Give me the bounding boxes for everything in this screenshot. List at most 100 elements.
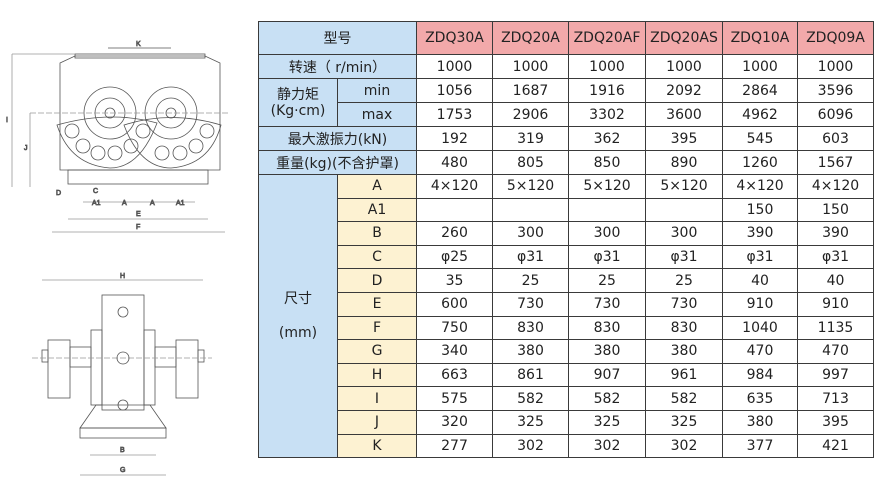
cell: 302: [492, 433, 569, 459]
dimension-label-line1: 尺寸: [284, 291, 312, 308]
force-label: 最大激振力(kN): [258, 126, 417, 151]
cell: 830: [568, 315, 646, 341]
dimension-key: H: [337, 362, 417, 388]
cell: 320: [416, 409, 493, 435]
cell: 545: [722, 126, 798, 151]
model-header: 型号: [258, 21, 417, 55]
cell: [416, 197, 493, 223]
cell: 997: [797, 362, 874, 388]
dimension-row: F 750 830 830 830 1040 1135: [259, 315, 874, 341]
cell: 1000: [492, 54, 569, 79]
cell: 302: [645, 433, 723, 459]
cell: 35: [416, 268, 493, 293]
cell: 3302: [568, 102, 646, 127]
cell: [645, 197, 723, 223]
cell: 1687: [492, 78, 569, 103]
cell: 300: [568, 221, 646, 246]
dimension-key: B: [337, 221, 417, 246]
cell: 2864: [722, 78, 798, 103]
static-moment-label-line2: (Kg·cm): [270, 102, 326, 119]
dimension-key: G: [337, 339, 417, 364]
svg-text:H: H: [120, 273, 125, 280]
cell: 910: [722, 291, 798, 317]
cell: 480: [416, 150, 493, 175]
svg-text:I: I: [6, 117, 8, 124]
cell: 635: [722, 386, 798, 411]
cell: 1000: [797, 54, 874, 79]
dimension-label: 尺寸 (mm): [258, 173, 338, 459]
cell: 1135: [797, 315, 874, 341]
svg-text:A1: A1: [176, 200, 185, 207]
cell: φ31: [722, 244, 798, 270]
dimension-key: F: [337, 315, 417, 341]
cell: 395: [645, 126, 723, 151]
cell: 325: [568, 409, 646, 435]
speed-row: 转速（ r/min） 1000 1000 1000 1000 1000 1000: [258, 54, 874, 79]
cell: 4962: [722, 102, 798, 127]
svg-text:F: F: [136, 224, 140, 231]
cell: 5×120: [645, 174, 723, 199]
cell: φ25: [416, 244, 493, 270]
cell: 1753: [416, 102, 493, 127]
cell: 260: [416, 221, 493, 246]
cell: 582: [492, 386, 569, 411]
cell: 300: [645, 221, 723, 246]
cell: 25: [645, 268, 723, 293]
cell: 40: [722, 268, 798, 293]
svg-text:A: A: [122, 200, 127, 207]
cell: 5×120: [568, 174, 646, 199]
cell: φ31: [492, 244, 569, 270]
dimension-key: A1: [337, 197, 417, 223]
dimension-row: K 277 302 302 302 377 421: [259, 433, 874, 459]
cell: 470: [797, 339, 874, 364]
dimension-row: J 320 325 325 325 380 395: [259, 409, 874, 435]
dimension-label-line2: (mm): [278, 325, 318, 342]
dimension-row: H 663 861 907 961 984 997: [259, 362, 874, 388]
cell: 830: [492, 315, 569, 341]
cell: 150: [797, 197, 874, 223]
cell: 663: [416, 362, 493, 388]
cell: 302: [568, 433, 646, 459]
cell: 380: [492, 339, 569, 364]
cell: 582: [645, 386, 723, 411]
cell: φ31: [797, 244, 874, 270]
cell: 1000: [568, 54, 646, 79]
static-moment-label: 静力矩 (Kg·cm): [258, 78, 338, 127]
cell: 380: [568, 339, 646, 364]
dimension-row: A1 150 150: [259, 197, 874, 223]
dimension-key: K: [337, 433, 417, 459]
cell: φ31: [568, 244, 646, 270]
cell: [568, 197, 646, 223]
cell: 380: [645, 339, 723, 364]
svg-text:G: G: [120, 467, 125, 474]
dimension-key: C: [337, 244, 417, 270]
cell: 277: [416, 433, 493, 459]
cell: 25: [492, 268, 569, 293]
cell: 1000: [722, 54, 798, 79]
cell: 1000: [416, 54, 493, 79]
svg-text:A1: A1: [92, 200, 101, 207]
cell: 40: [797, 268, 874, 293]
model-name: ZDQ20AF: [568, 21, 646, 55]
svg-text:E: E: [136, 211, 141, 218]
cell: 961: [645, 362, 723, 388]
cell: 805: [492, 150, 569, 175]
dimension-row: D 35 25 25 25 40 40: [259, 268, 874, 293]
cell: 600: [416, 291, 493, 317]
cell: 5×120: [492, 174, 569, 199]
weight-label: 重量(kg)(不含护罩): [258, 150, 417, 175]
cell: 150: [722, 197, 798, 223]
header-row: 型号 ZDQ30A ZDQ20A ZDQ20AF ZDQ20AS ZDQ10A …: [258, 21, 874, 55]
cell: 319: [492, 126, 569, 151]
dimension-key: E: [337, 291, 417, 317]
cell: 340: [416, 339, 493, 364]
dimension-row: E 600 730 730 730 910 910: [259, 291, 874, 317]
svg-text:B: B: [120, 447, 125, 454]
dimension-key: A: [337, 174, 417, 199]
cell: 395: [797, 409, 874, 435]
cell: 850: [568, 150, 646, 175]
svg-text:C: C: [93, 188, 98, 195]
front-view: K I J D C A1 A A A1 EF: [6, 41, 230, 233]
dimension-key: J: [337, 409, 417, 435]
